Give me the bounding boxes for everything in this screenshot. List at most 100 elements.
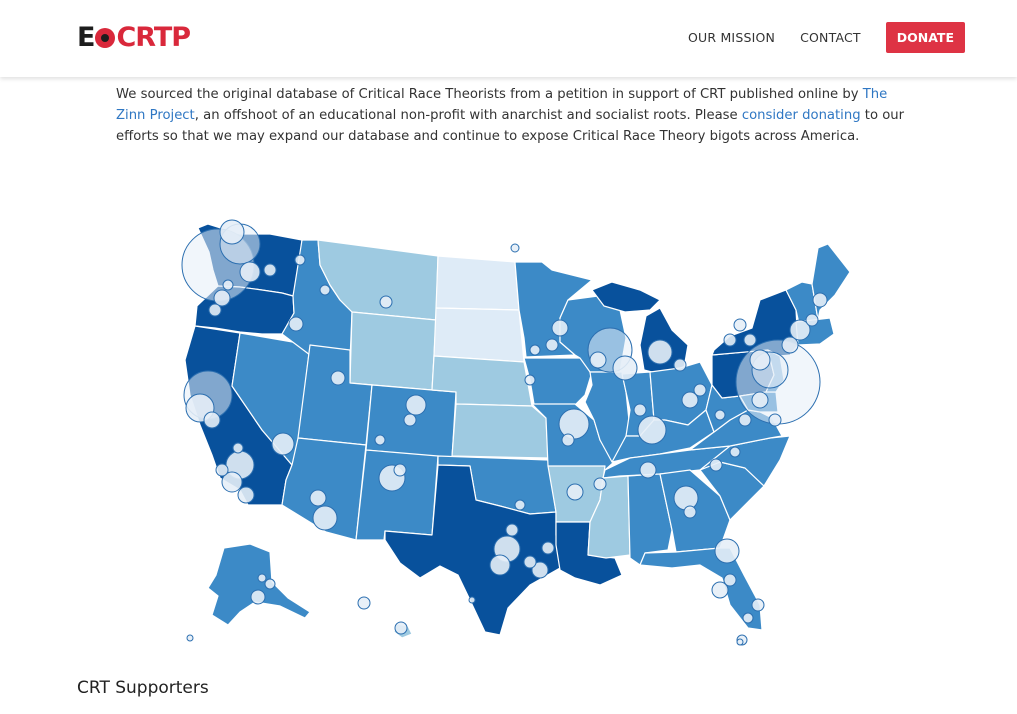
supporter-bubble[interactable] — [288, 316, 304, 332]
consider-donating-link[interactable]: consider donating — [741, 108, 861, 123]
supporter-bubble[interactable] — [221, 471, 243, 493]
supporter-bubble[interactable] — [743, 333, 757, 347]
supporter-bubble[interactable] — [405, 394, 427, 416]
supporter-bubble[interactable] — [738, 413, 752, 427]
zinn-project-link[interactable]: The Zinn Project — [116, 87, 888, 123]
supporter-bubble[interactable] — [723, 573, 737, 587]
supporter-bubble[interactable] — [330, 370, 346, 386]
state-michigan-upper[interactable] — [591, 281, 661, 313]
supporter-bubble[interactable] — [768, 413, 782, 427]
supporter-bubble[interactable] — [312, 505, 338, 531]
supporter-bubble[interactable] — [633, 403, 647, 417]
state-north-dakota[interactable] — [435, 255, 520, 311]
supporter-bubble[interactable] — [714, 538, 740, 564]
supporter-bubble[interactable] — [531, 561, 549, 579]
supporter-bubble[interactable] — [271, 432, 295, 456]
supporter-bubble[interactable] — [566, 483, 584, 501]
supporter-bubble[interactable] — [673, 358, 687, 372]
supporter-bubble[interactable] — [683, 505, 697, 519]
supporter-bubble[interactable] — [561, 433, 575, 447]
supporter-bubbles-layer — [181, 219, 828, 646]
logo-letter-e: E — [77, 22, 95, 53]
supporter-bubble[interactable] — [203, 411, 221, 429]
supporter-bubble[interactable] — [647, 339, 673, 365]
state-south-dakota[interactable] — [433, 307, 525, 363]
supporter-bubble[interactable] — [514, 499, 526, 511]
supporter-bubble[interactable] — [751, 598, 765, 612]
us-choropleth-map[interactable] — [0, 170, 1017, 670]
supporter-bubble[interactable] — [222, 279, 234, 291]
supporter-bubble[interactable] — [523, 555, 537, 569]
supporter-bubble[interactable] — [729, 446, 741, 458]
supporter-bubble[interactable] — [309, 489, 327, 507]
logo[interactable]: E CRTP — [77, 22, 191, 53]
supporter-bubble[interactable] — [693, 383, 707, 397]
state-kansas[interactable] — [451, 403, 549, 459]
supporter-bubble[interactable] — [733, 318, 747, 332]
supporter-bubble[interactable] — [208, 303, 222, 317]
supporter-bubble[interactable] — [612, 355, 638, 381]
supporter-bubble[interactable] — [545, 338, 559, 352]
supporter-bubble[interactable] — [541, 541, 555, 555]
supporter-bubble[interactable] — [510, 243, 520, 253]
state-new-mexico[interactable] — [355, 449, 439, 541]
supporter-bubble[interactable] — [213, 289, 231, 307]
supporter-bubble[interactable] — [489, 554, 511, 576]
supporter-bubble[interactable] — [558, 408, 590, 440]
supporter-bubble[interactable] — [505, 523, 519, 537]
supporter-bubble[interactable] — [789, 319, 811, 341]
supporter-bubble[interactable] — [723, 333, 737, 347]
supporter-bubble[interactable] — [736, 638, 744, 646]
supporter-bubble[interactable] — [742, 612, 754, 624]
supporter-bubble[interactable] — [219, 219, 245, 245]
logo-eye-icon — [95, 28, 116, 48]
nav-contact[interactable]: CONTACT — [800, 30, 861, 45]
state-alaska[interactable] — [207, 543, 311, 626]
supporter-bubble[interactable] — [357, 596, 371, 610]
supporter-bubble[interactable] — [709, 458, 723, 472]
intro-paragraph: We sourced the original database of Crit… — [116, 87, 905, 144]
supporter-bubble[interactable] — [551, 319, 569, 337]
supporter-bubble[interactable] — [237, 486, 255, 504]
state-wyoming[interactable] — [349, 311, 437, 391]
supporter-bubble[interactable] — [749, 349, 771, 371]
supporter-bubble[interactable] — [593, 477, 607, 491]
state-florida[interactable] — [639, 547, 763, 631]
supporter-bubble[interactable] — [257, 573, 267, 583]
supporter-bubble[interactable] — [673, 485, 699, 511]
supporter-bubble[interactable] — [394, 621, 408, 635]
supporter-bubble[interactable] — [714, 409, 726, 421]
supporter-bubble[interactable] — [524, 374, 536, 386]
supporter-bubble[interactable] — [805, 313, 819, 327]
supporter-bubble[interactable] — [294, 254, 306, 266]
state-texas[interactable] — [384, 464, 561, 636]
supporter-bubble[interactable] — [468, 596, 476, 604]
supporter-bubble[interactable] — [379, 295, 393, 309]
supporter-bubble[interactable] — [215, 463, 229, 477]
supporter-bubble[interactable] — [781, 336, 799, 354]
supporter-bubble[interactable] — [711, 581, 729, 599]
state-maine[interactable] — [811, 243, 851, 321]
supporter-bubble[interactable] — [263, 263, 277, 277]
supporter-bubble[interactable] — [264, 578, 276, 590]
states-layer — [184, 223, 851, 639]
supporter-bubble[interactable] — [232, 442, 244, 454]
supporter-bubble[interactable] — [239, 261, 261, 283]
supporter-bubble[interactable] — [186, 634, 194, 642]
supporter-bubble[interactable] — [639, 461, 657, 479]
supporter-bubble[interactable] — [403, 413, 417, 427]
supporter-bubble[interactable] — [812, 292, 828, 308]
crt-supporters-heading: CRT Supporters — [77, 678, 209, 698]
supporter-bubble[interactable] — [751, 391, 769, 409]
supporter-bubble[interactable] — [250, 589, 266, 605]
supporter-bubble[interactable] — [374, 434, 386, 446]
supporter-bubble[interactable] — [637, 415, 667, 445]
supporter-bubble[interactable] — [319, 284, 331, 296]
supporter-bubble[interactable] — [589, 351, 607, 369]
nav-our-mission[interactable]: OUR MISSION — [688, 30, 776, 45]
supporter-bubble[interactable] — [529, 344, 541, 356]
supporter-bubble[interactable] — [393, 463, 407, 477]
us-map-container — [0, 170, 1017, 670]
supporter-bubble[interactable] — [681, 391, 699, 409]
donate-button[interactable]: DONATE — [885, 22, 965, 53]
